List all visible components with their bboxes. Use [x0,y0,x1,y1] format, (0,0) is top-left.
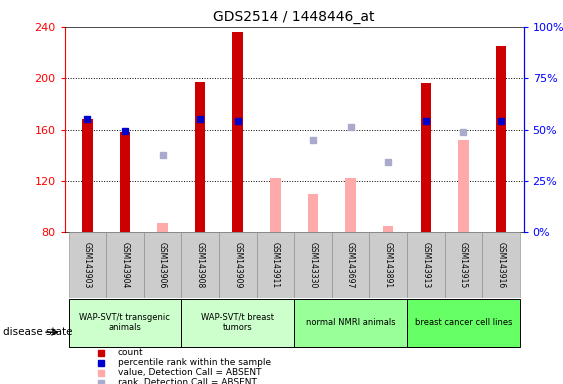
Text: breast cancer cell lines: breast cancer cell lines [415,318,512,327]
Text: GSM143913: GSM143913 [421,242,430,288]
Bar [270,179,280,232]
Bar [69,299,181,346]
Bar [407,232,445,298]
Text: GSM143903: GSM143903 [83,242,92,288]
Text: GSM143330: GSM143330 [309,242,318,288]
Bar [157,223,168,232]
Bar [294,232,332,298]
Bar [82,119,92,232]
Bar [482,232,520,298]
Bar [120,132,130,232]
Text: disease state: disease state [3,327,72,337]
Bar [195,82,205,232]
Text: rank, Detection Call = ABSENT: rank, Detection Call = ABSENT [118,378,256,384]
Title: GDS2514 / 1448446_at: GDS2514 / 1448446_at [213,10,375,25]
Text: GSM143915: GSM143915 [459,242,468,288]
Text: GSM143906: GSM143906 [158,242,167,288]
Text: percentile rank within the sample: percentile rank within the sample [118,358,271,367]
Bar [445,232,482,298]
Bar [144,232,181,298]
Bar [181,299,294,346]
Bar [421,83,431,232]
Bar [407,299,520,346]
Text: GSM143908: GSM143908 [195,242,204,288]
Bar [308,194,318,232]
Bar [219,232,257,298]
Bar [233,32,243,232]
Bar [294,299,407,346]
Bar [69,232,106,298]
Bar [383,226,394,232]
Bar [181,232,219,298]
Text: GSM143911: GSM143911 [271,242,280,288]
Text: GSM143697: GSM143697 [346,242,355,288]
Text: GSM143904: GSM143904 [120,242,129,288]
Bar [257,232,294,298]
Bar [106,232,144,298]
Bar [332,232,369,298]
Text: value, Detection Call = ABSENT: value, Detection Call = ABSENT [118,368,261,377]
Text: count: count [118,349,143,358]
Bar [369,232,407,298]
Bar [345,179,356,232]
Text: normal NMRI animals: normal NMRI animals [306,318,395,327]
Bar [496,46,506,232]
Text: WAP-SVT/t transgenic
animals: WAP-SVT/t transgenic animals [79,313,171,332]
Text: GSM143909: GSM143909 [233,242,242,288]
Text: WAP-SVT/t breast
tumors: WAP-SVT/t breast tumors [201,313,274,332]
Bar [458,140,468,232]
Text: GSM143891: GSM143891 [384,242,393,288]
Text: GSM143916: GSM143916 [497,242,506,288]
